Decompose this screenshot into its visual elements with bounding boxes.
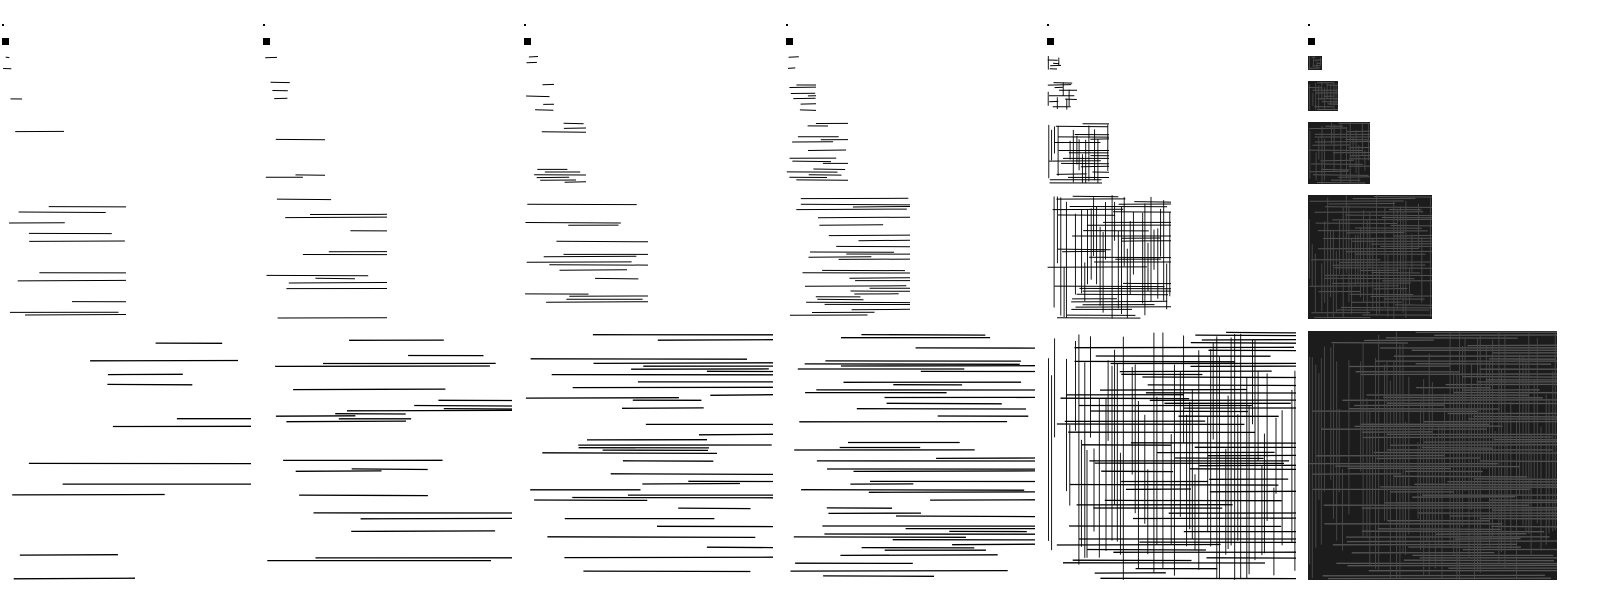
texture-dot <box>786 24 788 26</box>
texture-panel-c5-r4 <box>1047 82 1077 110</box>
vertical-strokes <box>1309 331 1556 580</box>
texture-panel-c4-r5 <box>786 122 849 181</box>
texture-dot <box>263 24 265 26</box>
horizontal-strokes <box>789 84 817 111</box>
texture-panel-c5-r3 <box>1047 56 1062 70</box>
texture-panel-c2-r6 <box>266 198 388 319</box>
texture-dot <box>1308 24 1310 26</box>
vertical-strokes <box>1048 332 1296 580</box>
horizontal-strokes <box>786 122 849 181</box>
texture-column-3 <box>524 24 774 573</box>
horizontal-strokes <box>12 342 252 580</box>
horizontal-strokes <box>265 138 326 178</box>
horizontal-strokes <box>266 198 388 319</box>
texture-panel-c1-r1 <box>2 24 4 26</box>
horizontal-strokes <box>1047 59 1062 70</box>
texture-panel-c5-r1 <box>1047 24 1049 26</box>
texture-panel-c1-r3 <box>3 56 12 70</box>
texture-panel-c3-r3 <box>526 56 539 64</box>
texture-panel-c4-r4 <box>789 84 817 111</box>
horizontal-strokes <box>1056 331 1297 580</box>
texture-panel-c5-r6 <box>1047 195 1172 319</box>
vertical-strokes <box>1309 122 1370 184</box>
vertical-strokes <box>1308 195 1431 319</box>
texture-dot <box>786 38 793 45</box>
texture-panel-c4-r1 <box>786 24 788 26</box>
texture-dot <box>2 24 4 26</box>
horizontal-strokes <box>526 83 555 111</box>
texture-column-4 <box>786 24 1036 577</box>
texture-panel-c2-r7 <box>267 339 513 562</box>
texture-dot <box>1047 24 1049 26</box>
horizontal-strokes <box>1047 82 1077 108</box>
texture-panel-c1-r2 <box>2 38 9 45</box>
texture-panel-c4-r3 <box>787 56 799 69</box>
vertical-strokes <box>1309 81 1337 111</box>
texture-panel-c3-r4 <box>526 83 555 111</box>
horizontal-strokes <box>8 206 127 316</box>
texture-panel-c2-r2 <box>263 38 270 45</box>
vertical-strokes <box>1047 82 1070 110</box>
texture-panel-c3-r7 <box>525 334 774 573</box>
texture-panel-c5-r7 <box>1048 331 1297 580</box>
vertical-strokes <box>1047 56 1060 70</box>
horizontal-strokes <box>3 56 12 70</box>
texture-panel-c3-r6 <box>525 203 649 303</box>
texture-dot <box>1047 38 1054 45</box>
horizontal-strokes <box>1309 196 1433 319</box>
texture-panel-c6-r4 <box>1308 81 1339 111</box>
texture-panel-c4-r6 <box>789 197 911 316</box>
texture-panel-c2-r5 <box>265 138 326 178</box>
texture-panel-c2-r1 <box>263 24 265 26</box>
texture-panel-c3-r2 <box>524 38 531 45</box>
texture-dot <box>1308 38 1315 45</box>
texture-panel-c6-r5 <box>1308 122 1371 184</box>
texture-dot <box>524 38 531 45</box>
horizontal-strokes <box>1308 56 1322 69</box>
texture-panel-c6-r2 <box>1308 38 1315 45</box>
texture-panel-c3-r5 <box>534 122 587 183</box>
texture-panel-c6-r7 <box>1308 331 1558 580</box>
vertical-strokes <box>1053 195 1171 319</box>
horizontal-strokes <box>526 56 539 64</box>
horizontal-strokes <box>267 339 513 562</box>
texture-fill <box>1308 56 1322 70</box>
texture-column-1 <box>2 24 252 580</box>
horizontal-strokes <box>270 81 290 100</box>
horizontal-strokes <box>1308 122 1371 184</box>
texture-dot <box>524 24 526 26</box>
texture-panel-c3-r1 <box>524 24 526 26</box>
texture-panel-c1-r7 <box>12 342 252 580</box>
horizontal-strokes <box>534 122 587 183</box>
vertical-strokes <box>1309 56 1321 70</box>
vertical-strokes <box>1048 124 1109 184</box>
texture-panel-c6-r1 <box>1308 24 1310 26</box>
horizontal-strokes <box>790 333 1036 577</box>
texture-panel-c5-r2 <box>1047 38 1054 45</box>
texture-panel-c5-r5 <box>1048 123 1110 184</box>
texture-column-5 <box>1047 24 1297 580</box>
horizontal-strokes <box>787 56 799 69</box>
texture-panel-c1-r6 <box>8 206 127 316</box>
texture-panel-c4-r2 <box>786 38 793 45</box>
texture-panel-c2-r4 <box>270 81 290 100</box>
horizontal-strokes <box>789 197 911 316</box>
texture-panel-c6-r6 <box>1308 195 1433 319</box>
texture-panel-c6-r3 <box>1308 56 1322 70</box>
horizontal-strokes <box>525 334 774 573</box>
texture-dot <box>2 38 9 45</box>
texture-column-2 <box>263 24 513 562</box>
texture-panel-c4-r7 <box>790 333 1036 577</box>
texture-column-6 <box>1308 24 1558 580</box>
horizontal-strokes <box>525 203 649 303</box>
texture-dot <box>263 38 270 45</box>
